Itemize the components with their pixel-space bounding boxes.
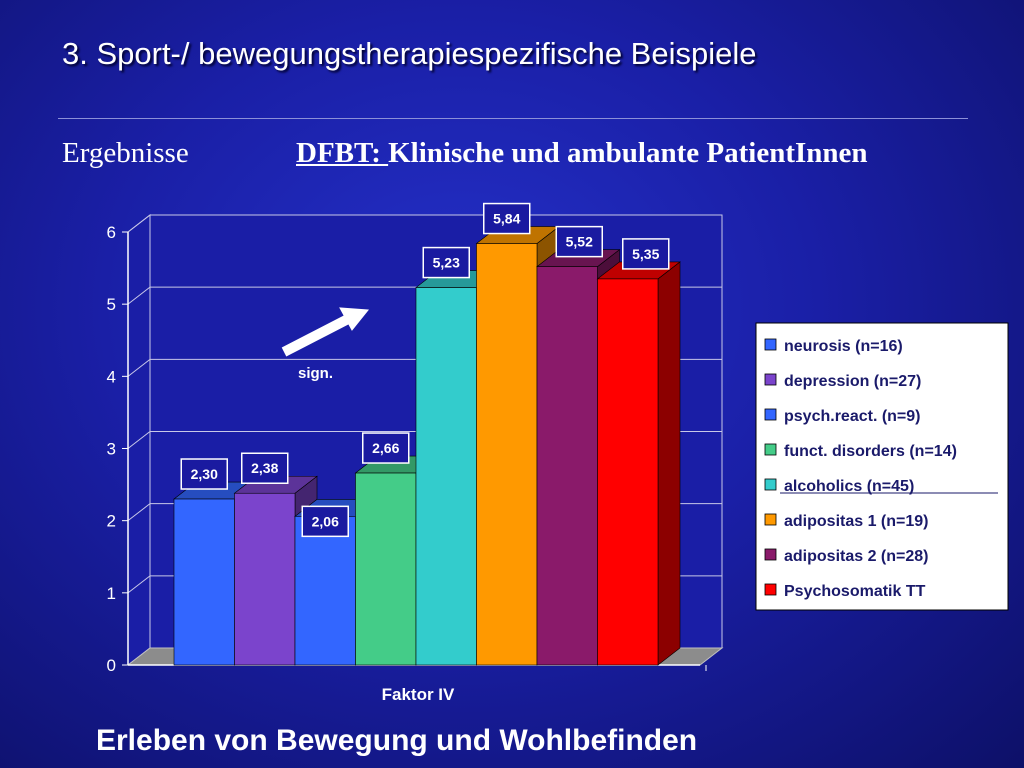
legend-swatch bbox=[764, 548, 777, 561]
legend-label: psych.react. (n=9) bbox=[784, 408, 921, 425]
data-label: 5,52 bbox=[566, 234, 593, 250]
x-category-label: Faktor IV bbox=[382, 685, 455, 704]
bar bbox=[234, 492, 296, 666]
legend-swatch bbox=[764, 373, 777, 386]
footer-caption: Erleben von Bewegung und Wohlbefinden bbox=[96, 724, 698, 757]
title-divider bbox=[58, 118, 968, 119]
data-label-box bbox=[301, 505, 349, 538]
y-tick-label: 6 bbox=[107, 223, 116, 242]
legend-label: adipositas 2 (n=28) bbox=[784, 548, 929, 565]
significance-arrowhead bbox=[339, 307, 369, 331]
y-tick-label: 5 bbox=[107, 295, 116, 314]
legend-swatch bbox=[764, 478, 777, 491]
data-label-box bbox=[362, 432, 410, 464]
slide-title: 3. Sport-/ bewegungstherapiespezifische … bbox=[62, 36, 757, 71]
y-tick-label: 3 bbox=[107, 440, 116, 459]
y-tick-label: 1 bbox=[107, 584, 116, 603]
subtitle-text: Klinische und ambulante PatientInnen bbox=[388, 137, 868, 169]
data-label-box bbox=[622, 238, 670, 270]
legend-label: adipositas 1 (n=19) bbox=[784, 513, 929, 530]
significance-arrow bbox=[281, 314, 351, 357]
bar-side bbox=[657, 261, 681, 666]
data-label-box bbox=[555, 225, 603, 258]
legend: neurosis (n=16) depression (n=27) psych.re… bbox=[755, 322, 1009, 611]
gridline bbox=[127, 214, 722, 233]
legend-swatch bbox=[764, 583, 777, 596]
legend-swatch bbox=[764, 338, 777, 351]
data-label-box bbox=[241, 452, 289, 484]
bar bbox=[597, 278, 659, 666]
y-tick-label: 0 bbox=[107, 656, 116, 675]
legend-swatch bbox=[764, 443, 777, 456]
data-label: 2,38 bbox=[251, 460, 278, 476]
data-label-box bbox=[180, 458, 228, 490]
data-label: 5,35 bbox=[632, 246, 659, 262]
subtitle-prefix: DFBT: bbox=[296, 137, 389, 169]
bar bbox=[415, 287, 477, 666]
y-tick-label: 2 bbox=[107, 512, 116, 531]
data-label: 5,84 bbox=[493, 211, 520, 227]
bar bbox=[476, 243, 538, 666]
legend-label: funct. disorders (n=14) bbox=[784, 443, 957, 460]
bar bbox=[294, 516, 356, 666]
annotation-sign: sign. bbox=[298, 365, 333, 382]
legend-box bbox=[755, 322, 1009, 611]
legend-label: Psychosomatik TT bbox=[784, 583, 926, 600]
data-label-box bbox=[483, 202, 531, 235]
data-label: 2,66 bbox=[372, 440, 399, 456]
legend-swatch bbox=[764, 408, 777, 421]
chart-subtitle: DFBT: Klinische und ambulante PatientInn… bbox=[296, 137, 868, 170]
bar bbox=[355, 472, 417, 666]
data-label: 2,30 bbox=[191, 466, 218, 482]
bar bbox=[173, 498, 235, 666]
data-label-box bbox=[422, 246, 470, 279]
legend-label: depression (n=27) bbox=[784, 373, 921, 390]
data-label: 5,23 bbox=[433, 255, 460, 271]
y-tick-label: 4 bbox=[107, 367, 116, 386]
legend-label: alcoholics (n=45) bbox=[784, 478, 914, 495]
legend-swatch bbox=[764, 513, 777, 526]
data-label: 2,06 bbox=[312, 513, 339, 529]
legend-label: neurosis (n=16) bbox=[784, 338, 903, 355]
section-label: Ergebnisse bbox=[62, 137, 189, 169]
bar bbox=[536, 266, 598, 666]
